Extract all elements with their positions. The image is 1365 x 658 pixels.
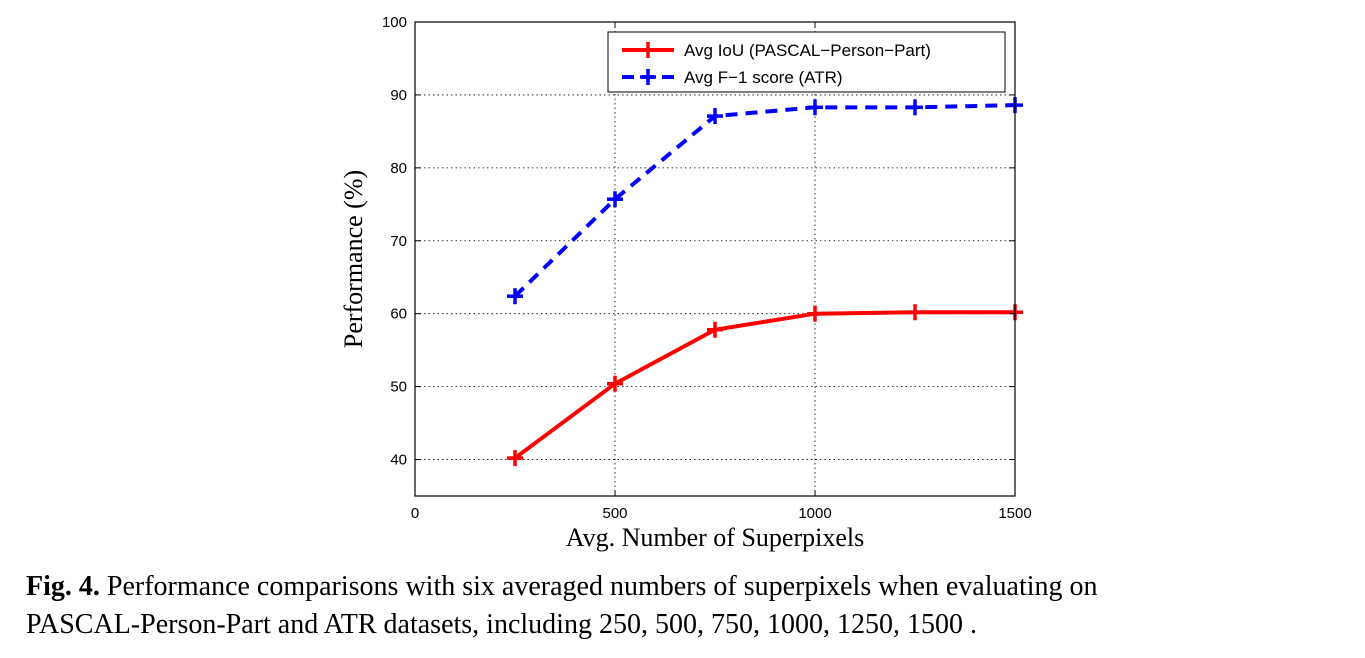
- caption-line-1: Fig. 4. Performance comparisons with six…: [26, 568, 1356, 606]
- series-layer: [507, 97, 1023, 467]
- y-tick-label: 40: [390, 452, 407, 469]
- y-tick-label: 60: [390, 306, 407, 323]
- plot-frame: [414, 21, 1016, 497]
- caption-text-line-1: Performance comparisons with six average…: [99, 571, 1098, 602]
- y-tick-label: 70: [390, 233, 407, 250]
- figure-caption: Fig. 4. Performance comparisons with six…: [26, 568, 1356, 644]
- legend: Avg IoU (PASCAL−Person−Part) Avg F−1 scor…: [607, 31, 1006, 93]
- data-point-marker: [607, 191, 623, 208]
- series-line: [513, 310, 1015, 460]
- series-line: [513, 103, 1016, 298]
- data-point-marker: [707, 321, 723, 338]
- data-point-marker: [507, 450, 523, 467]
- axis-ticks: 0 500 1000 1500 40 50 60 70 80 90 100: [382, 14, 1032, 522]
- y-tick-label: 90: [390, 87, 407, 104]
- y-tick-label: 50: [390, 379, 407, 396]
- y-tick-label: 80: [390, 160, 407, 177]
- legend-box: [607, 31, 1006, 93]
- legend-entry: Avg IoU (PASCAL−Person−Part): [622, 41, 931, 60]
- series-avg-iou: [507, 304, 1023, 467]
- data-point-marker: [807, 305, 823, 322]
- legend-label: Avg F−1 score (ATR): [684, 68, 843, 87]
- grid-lines: [415, 22, 1015, 496]
- y-tick-label: 100: [382, 14, 407, 31]
- caption-figure-label: Fig. 4.: [26, 571, 100, 602]
- data-point-marker: [907, 304, 923, 321]
- caption-text-line-2: PASCAL-Person-Part and ATR datasets, inc…: [26, 609, 977, 640]
- data-point-marker: [507, 288, 523, 305]
- x-tick-label: 0: [411, 505, 419, 522]
- performance-line-chart: 0 500 1000 1500 40 50 60 70 80 90 100 Avg IoU (PAS…: [339, 14, 1032, 552]
- x-tick-label: 1000: [798, 505, 831, 522]
- x-axis-title: Avg. Number of Superpixels: [566, 523, 864, 552]
- data-point-marker: [807, 99, 823, 116]
- x-tick-label: 500: [602, 505, 627, 522]
- legend-entry: Avg F−1 score (ATR): [622, 68, 843, 87]
- data-point-marker: [707, 108, 723, 125]
- data-point-marker: [607, 375, 623, 392]
- y-axis-title: Performance (%): [339, 170, 368, 348]
- x-tick-label: 1500: [998, 505, 1031, 522]
- legend-label: Avg IoU (PASCAL−Person−Part): [684, 41, 931, 60]
- data-point-marker: [907, 99, 923, 116]
- series-avg-f1-score: [507, 97, 1023, 305]
